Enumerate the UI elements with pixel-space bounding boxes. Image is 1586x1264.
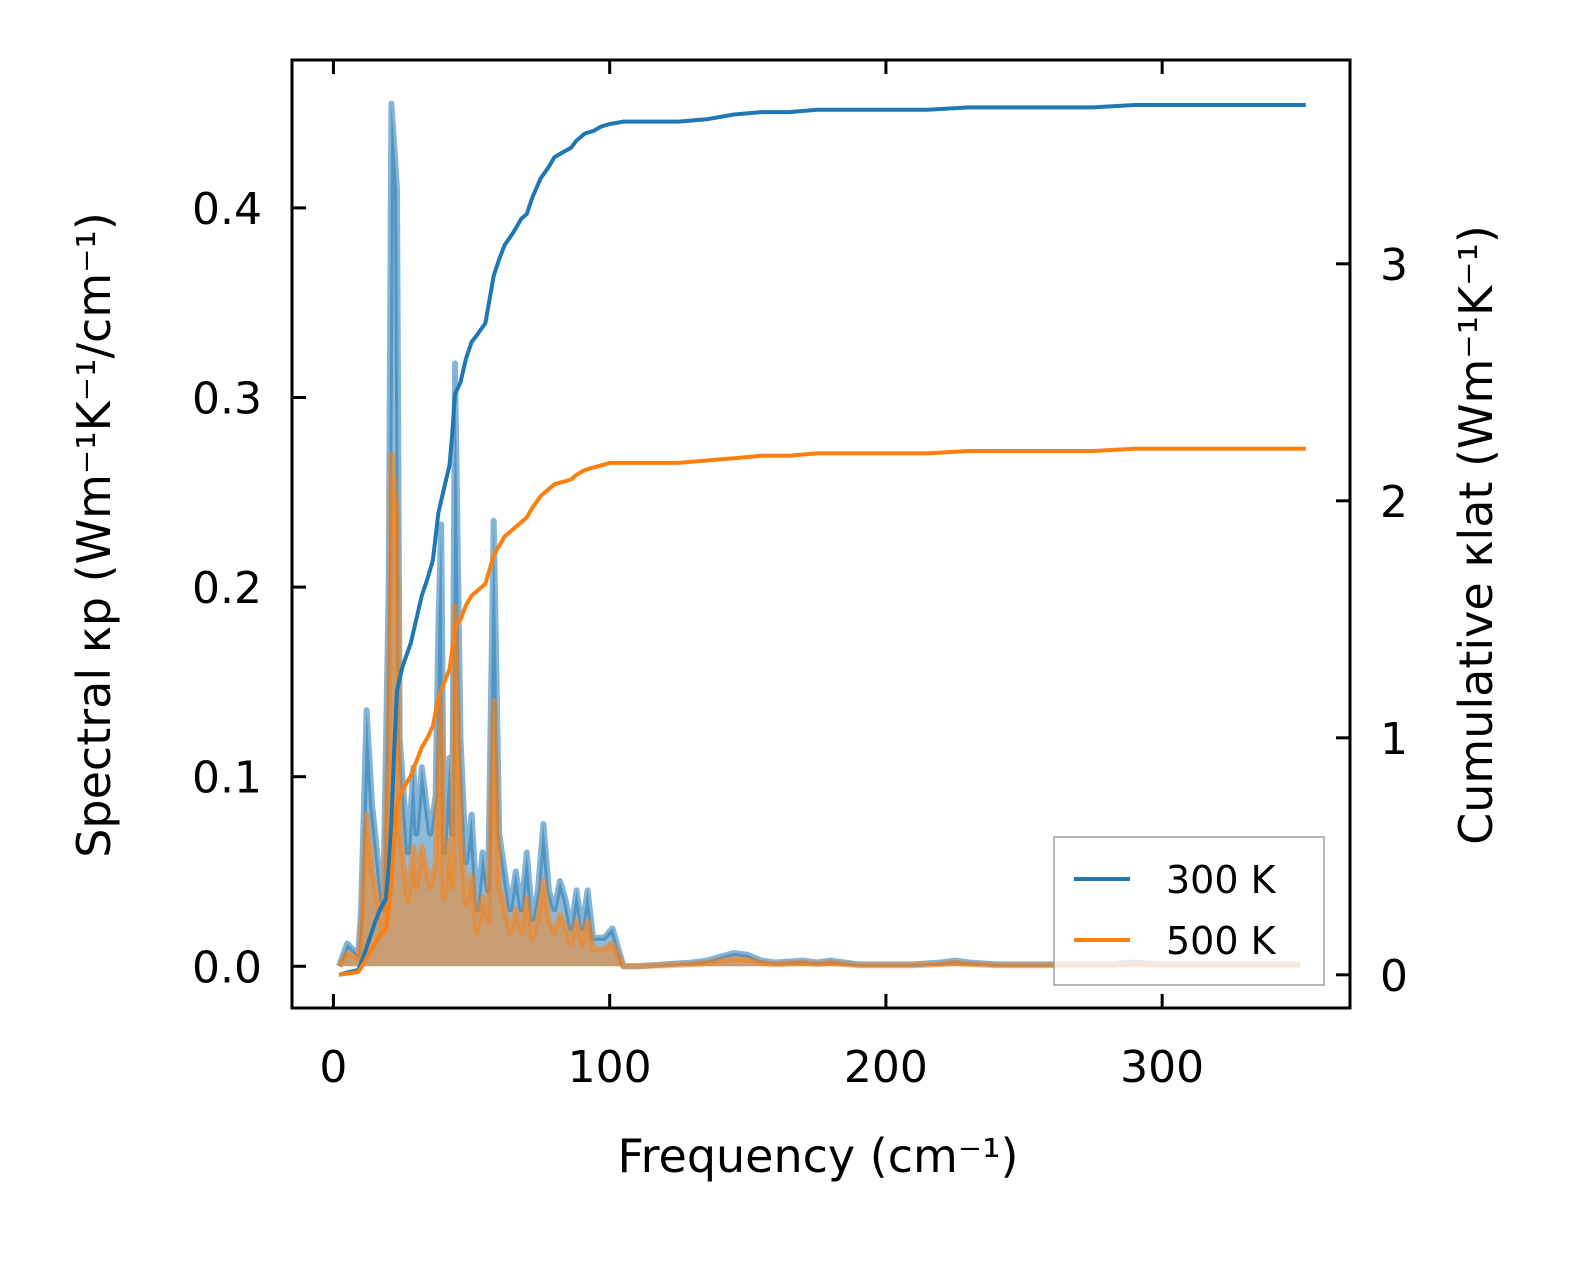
- right-y-axis-label: Cumulative κlat (Wm⁻¹K⁻¹): [1449, 225, 1503, 845]
- legend-box: [1053, 836, 1325, 986]
- cumulative-line-0: [338, 103, 1306, 977]
- legend: 300 K 500 K: [1053, 836, 1325, 986]
- x-tick-label-1: 100: [568, 1042, 652, 1093]
- spectral-line-1: [336, 451, 1301, 970]
- spectral-area-1: [339, 454, 1301, 967]
- x-tick-label-0: 0: [319, 1042, 347, 1093]
- axes-layer: 0 100 200 300 0.0 0.1 0.2 0.3 0.4 0 1 2 3: [192, 58, 1408, 1093]
- y-left-tick-label-3: 0.3: [192, 373, 262, 424]
- y-left-tick-label-2: 0.2: [192, 563, 262, 614]
- y-right-tick-label-1: 1: [1380, 714, 1408, 765]
- y-left-tick-label-0: 0.0: [192, 942, 262, 993]
- y-left-tick-label-1: 0.1: [192, 753, 262, 804]
- cumulative-line-1: [338, 446, 1306, 977]
- spectral-layer: [336, 100, 1301, 970]
- y-right-tick-label-2: 2: [1380, 477, 1408, 528]
- legend-label-500k: 500 K: [1166, 919, 1277, 963]
- y-left-tick-label-4: 0.4: [192, 184, 262, 235]
- x-axis-label: Frequency (cm⁻¹): [618, 1129, 1019, 1183]
- left-y-axis-label: Spectral κp (Wm⁻¹K⁻¹/cm⁻¹): [67, 212, 121, 858]
- y-right-tick-label-3: 3: [1380, 240, 1408, 291]
- y-right-tick-label-0: 0: [1380, 951, 1408, 1002]
- cumulative-layer: [338, 103, 1306, 977]
- x-tick-label-2: 200: [844, 1042, 928, 1093]
- plot-frame: [290, 58, 1352, 1010]
- legend-label-300k: 300 K: [1166, 858, 1277, 902]
- x-tick-label-3: 300: [1120, 1042, 1204, 1093]
